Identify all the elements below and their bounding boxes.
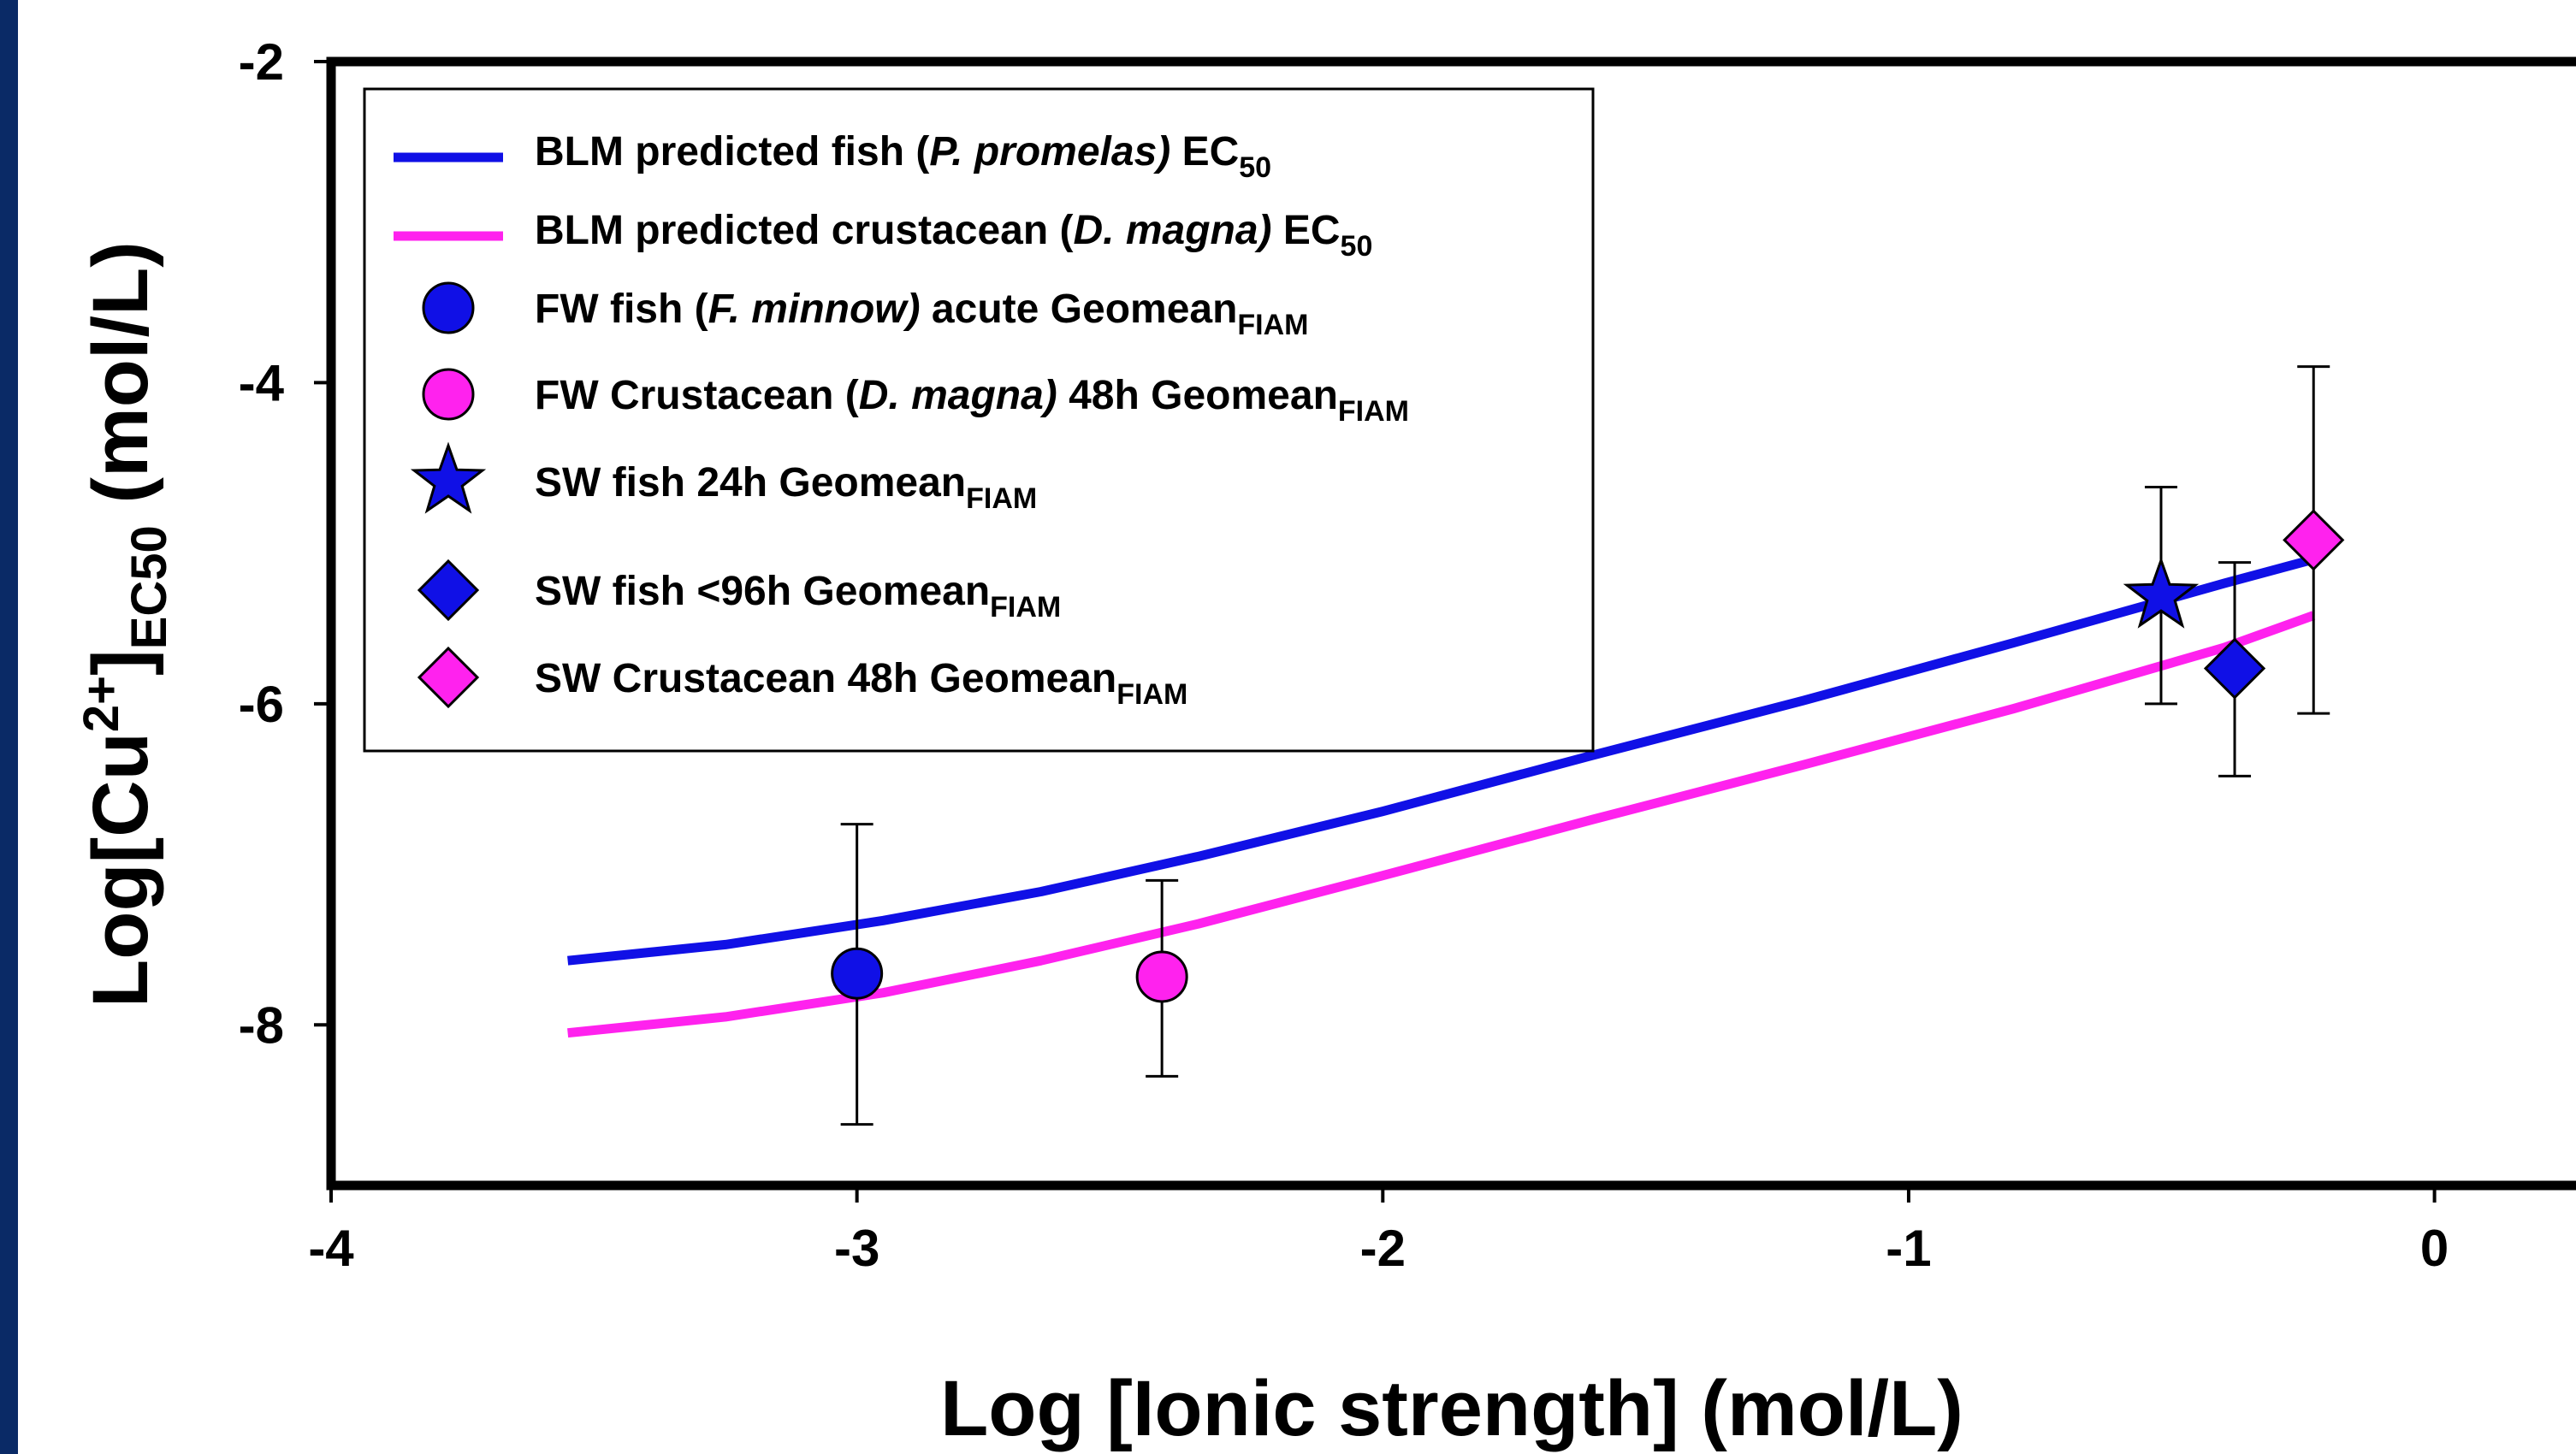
- legend-entry: SW fish <96h GeomeanFIAM: [417, 559, 1061, 624]
- star-marker: [2123, 556, 2200, 629]
- legend-diamond-symbol: [417, 646, 480, 709]
- x-tick-label: -2: [1360, 1220, 1406, 1277]
- legend-label-part: EC: [1272, 208, 1341, 253]
- legend-label: BLM predicted fish (P. promelas) EC50: [535, 129, 1271, 184]
- x-tick-label: 0: [2420, 1220, 2449, 1277]
- y-title-subscript: EC50: [121, 525, 177, 649]
- y-tick-label: -6: [239, 676, 284, 733]
- x-axis-title: Log [Ionic strength] (mol/L): [940, 1365, 1963, 1452]
- legend-entry: SW fish 24h GeomeanFIAM: [410, 441, 1037, 515]
- diamond-marker: [2283, 509, 2345, 571]
- legend-box: [363, 87, 1595, 753]
- legend-entry: BLM predicted fish (P. promelas) EC50: [394, 129, 1271, 184]
- legend-label-part: D. magna): [859, 373, 1057, 418]
- x-tick-label: -1: [1886, 1220, 1931, 1277]
- legend-label-part: SW Crustacean 48h Geomean: [535, 656, 1116, 701]
- circle-marker: [831, 947, 884, 1000]
- model-lines-layer: [567, 554, 2316, 1038]
- legend-label-part: 50: [1239, 151, 1271, 184]
- legend-label-part: FW Crustacean (: [535, 373, 859, 418]
- y-axis-ticks: -2 -4 -6 -8: [239, 33, 331, 1054]
- legend-label: SW Crustacean 48h GeomeanFIAM: [535, 656, 1187, 711]
- legend-label-part: FIAM: [990, 591, 1061, 624]
- y-title-bracket: ]: [77, 649, 164, 676]
- plot-frame: [326, 56, 2576, 1191]
- y-title-superscript: 2+: [74, 676, 129, 732]
- legend-entry: SW Crustacean 48h GeomeanFIAM: [417, 646, 1187, 711]
- legend-label-part: FIAM: [1116, 678, 1187, 711]
- legend-label: BLM predicted crustacean (D. magna) EC50: [535, 208, 1372, 263]
- legend-entry: FW fish (F. minnow) acute GeomeanFIAM: [422, 281, 1309, 341]
- legend-label: FW fish (F. minnow) acute GeomeanFIAM: [535, 287, 1309, 341]
- legend-diamond-symbol: [417, 559, 480, 622]
- legend-label-part: EC: [1170, 129, 1239, 174]
- legend-entry: BLM predicted crustacean (D. magna) EC50: [394, 208, 1372, 263]
- legend-label-part: F. minnow): [708, 287, 921, 332]
- legend-entry: FW Crustacean (D. magna) 48h GeomeanFIAM: [422, 368, 1409, 428]
- legend-star-symbol: [410, 441, 487, 514]
- data-point-fw-crustacean: [1135, 878, 1188, 1078]
- legend-label-part: 48h Geomean: [1057, 373, 1338, 418]
- circle-marker: [1135, 950, 1188, 1003]
- y-tick-label: -8: [239, 996, 284, 1054]
- legend-label-part: FW fish (: [535, 287, 708, 332]
- legend-label-part: SW fish <96h Geomean: [535, 569, 990, 614]
- y-title-unit: (mol/L): [77, 241, 164, 525]
- legend-label-part: FIAM: [1237, 309, 1308, 341]
- diamond-marker: [2203, 637, 2266, 700]
- legend-label-part: FIAM: [1338, 395, 1409, 428]
- data-point-fw-fish: [831, 823, 884, 1126]
- x-tick-label: -3: [834, 1220, 879, 1277]
- legend-label-part: BLM predicted crustacean (: [535, 208, 1074, 253]
- x-axis-ticks: -4 -3 -2 -1 0: [308, 1185, 2449, 1277]
- legend-label-part: SW fish 24h Geomean: [535, 460, 966, 505]
- legend-label: SW fish <96h GeomeanFIAM: [535, 569, 1061, 624]
- fish-line: [567, 554, 2315, 966]
- data-point-sw-crustacean: [2283, 365, 2345, 715]
- legend-circle-symbol: [422, 281, 475, 334]
- data-point-sw-fish-96h: [2203, 561, 2266, 777]
- legend-label-part: P. promelas): [929, 129, 1170, 174]
- legend-label-part: BLM predicted fish (: [535, 129, 929, 174]
- y-axis-title: Log[Cu2+]EC50 (mol/L): [74, 241, 177, 1008]
- legend-label: SW fish 24h GeomeanFIAM: [535, 460, 1037, 515]
- legend-label: FW Crustacean (D. magna) 48h GeomeanFIAM: [535, 373, 1409, 428]
- data-points-layer: [831, 365, 2345, 1126]
- y-title-pre: Log[Cu: [77, 732, 164, 1008]
- legend-circle-symbol: [422, 368, 475, 421]
- legend-label-part: FIAM: [966, 482, 1037, 515]
- crustacean-line: [567, 611, 2316, 1038]
- slide-left-border: [0, 0, 18, 1454]
- legend-label-part: D. magna): [1073, 208, 1271, 253]
- y-tick-label: -2: [239, 33, 284, 91]
- y-tick-label: -4: [239, 354, 285, 411]
- legend: BLM predicted fish (P. promelas) EC50BLM…: [363, 87, 1595, 753]
- data-point-sw-fish-24h: [2123, 485, 2200, 706]
- legend-label-part: acute Geomean: [921, 287, 1238, 332]
- legend-label-part: 50: [1341, 230, 1373, 263]
- x-tick-label: -4: [308, 1220, 354, 1277]
